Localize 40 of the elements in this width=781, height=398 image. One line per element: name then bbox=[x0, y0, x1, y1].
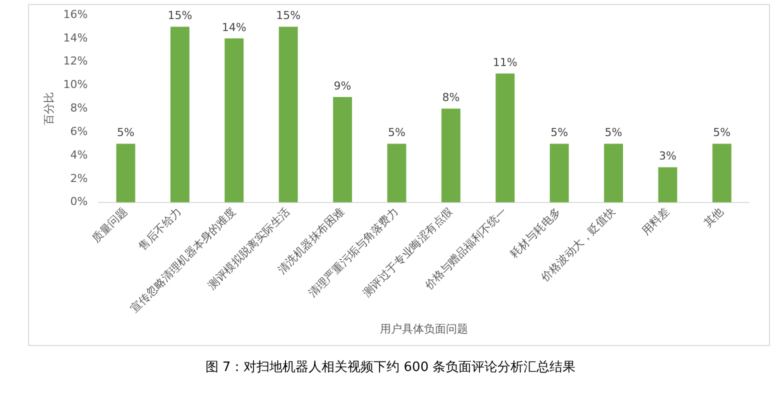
y-tick-label: 6% bbox=[70, 124, 88, 138]
y-tick-label: 10% bbox=[63, 78, 88, 92]
data-label: 5% bbox=[713, 126, 731, 140]
x-tick-label: 其他 bbox=[701, 204, 726, 230]
x-axis-title: 用户具体负面问题 bbox=[380, 322, 468, 336]
y-tick-label: 14% bbox=[63, 31, 88, 44]
bar bbox=[550, 144, 569, 202]
y-axis-title: 百分比 bbox=[42, 92, 56, 126]
caption: 图 7：对扫地机器人相关视频下约 600 条负面评论分析汇总结果 bbox=[204, 359, 577, 376]
y-tick-label: 0% bbox=[70, 195, 88, 208]
data-label: 5% bbox=[604, 126, 622, 140]
y-tick-label: 2% bbox=[70, 172, 88, 185]
data-label: 5% bbox=[550, 126, 568, 140]
y-tick-label: 4% bbox=[70, 148, 88, 162]
bar bbox=[387, 144, 406, 202]
data-label: 5% bbox=[388, 126, 406, 140]
x-tick-label: 售后不给力 bbox=[136, 204, 184, 254]
y-tick-label: 16% bbox=[63, 8, 88, 21]
data-label: 15% bbox=[168, 9, 192, 22]
bar bbox=[116, 144, 136, 202]
data-label: 11% bbox=[492, 56, 518, 69]
bar bbox=[658, 167, 678, 202]
data-label: 9% bbox=[334, 79, 352, 92]
x-tick-label: 质量问题 bbox=[90, 204, 130, 246]
bar bbox=[170, 26, 190, 202]
bar bbox=[496, 74, 515, 202]
data-label: 3% bbox=[658, 150, 676, 163]
data-label: 15% bbox=[276, 9, 301, 22]
bar bbox=[441, 108, 460, 202]
bar bbox=[712, 144, 732, 202]
bar bbox=[224, 38, 244, 202]
data-label: 8% bbox=[442, 91, 460, 104]
data-label: 14% bbox=[222, 20, 246, 34]
y-tick-label: 12% bbox=[63, 54, 88, 68]
bar bbox=[604, 144, 623, 202]
data-label: 5% bbox=[117, 126, 134, 140]
bar bbox=[278, 26, 298, 202]
bar bbox=[333, 96, 352, 202]
x-tick-label: 用料差 bbox=[639, 204, 672, 238]
y-tick-label: 8% bbox=[70, 102, 88, 115]
